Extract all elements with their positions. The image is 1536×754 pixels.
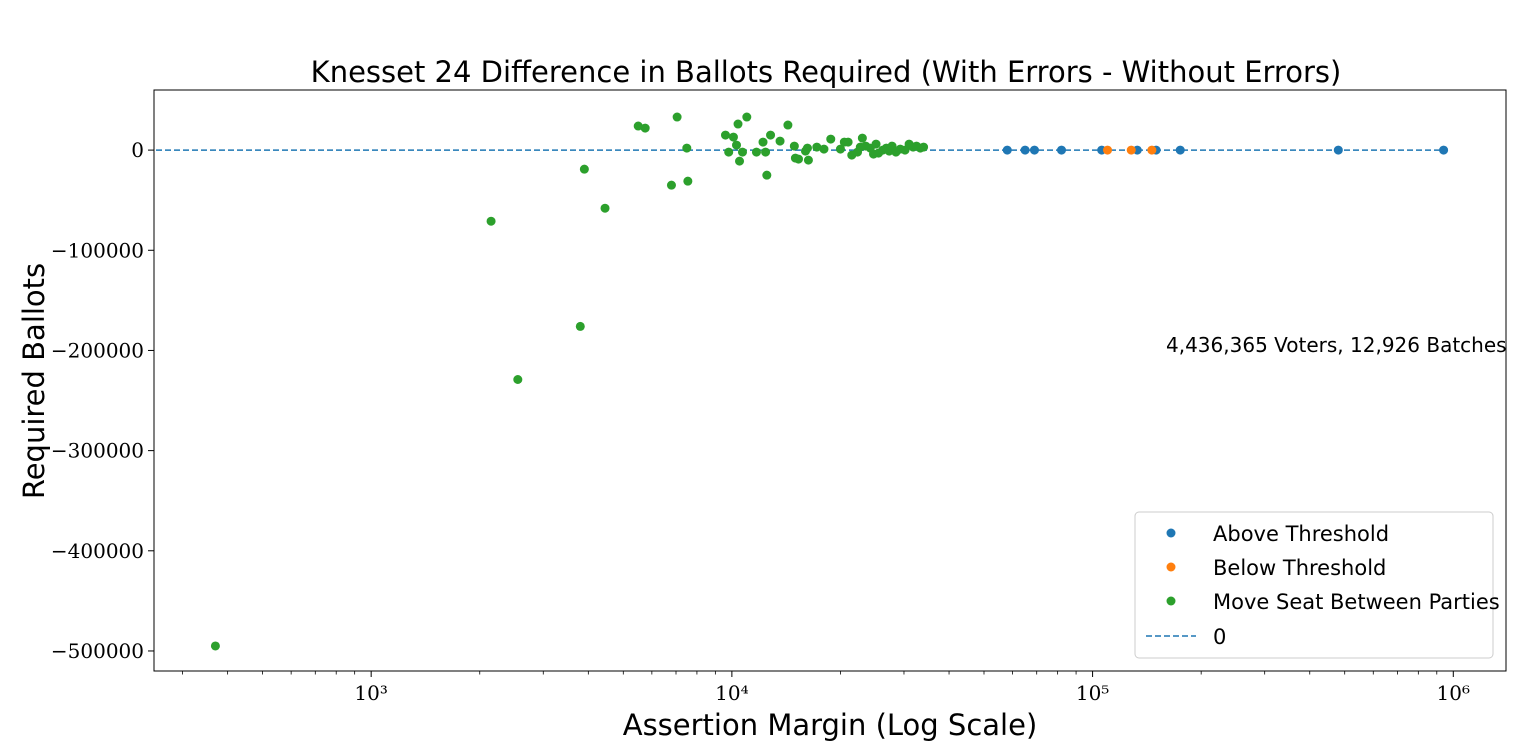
x-axis-label: Assertion Margin (Log Scale) bbox=[623, 708, 1038, 742]
point-above-threshold bbox=[1029, 145, 1039, 155]
point-move-seat-between-parties bbox=[766, 130, 776, 140]
legend-label-move-seat-between-parties: Move Seat Between Parties bbox=[1213, 590, 1500, 614]
point-move-seat-between-parties bbox=[871, 139, 881, 149]
x-tick-label: 10⁵ bbox=[1076, 681, 1109, 705]
point-move-seat-between-parties bbox=[600, 203, 610, 213]
point-move-seat-between-parties bbox=[857, 133, 867, 143]
legend-marker-above-threshold bbox=[1166, 528, 1176, 538]
x-tick-label: 10⁶ bbox=[1437, 681, 1470, 705]
legend-box bbox=[1134, 511, 1494, 659]
point-move-seat-between-parties bbox=[737, 147, 747, 157]
legend-marker-move-seat-between-parties bbox=[1166, 596, 1176, 606]
plot-frame bbox=[153, 89, 1507, 672]
point-move-seat-between-parties bbox=[919, 142, 929, 152]
point-move-seat-between-parties bbox=[728, 132, 738, 142]
y-tick-label: −400000 bbox=[51, 539, 144, 563]
point-move-seat-between-parties bbox=[210, 641, 220, 651]
point-move-seat-between-parties bbox=[666, 180, 676, 190]
point-move-seat-between-parties bbox=[579, 164, 589, 174]
legend-label-zero-line: 0 bbox=[1213, 625, 1226, 649]
point-move-seat-between-parties bbox=[735, 156, 745, 166]
point-above-threshold bbox=[1020, 145, 1030, 155]
point-above-threshold bbox=[1002, 145, 1012, 155]
point-move-seat-between-parties bbox=[803, 155, 813, 165]
point-below-threshold bbox=[1103, 145, 1113, 155]
point-above-threshold bbox=[1056, 145, 1066, 155]
x-tick-label: 10⁴ bbox=[715, 681, 748, 705]
point-move-seat-between-parties bbox=[486, 216, 496, 226]
point-move-seat-between-parties bbox=[761, 147, 771, 157]
point-above-threshold bbox=[1439, 145, 1449, 155]
point-move-seat-between-parties bbox=[683, 176, 693, 186]
point-move-seat-between-parties bbox=[751, 147, 761, 157]
legend-marker-below-threshold bbox=[1166, 562, 1176, 572]
voters-batches-annotation: 4,436,365 Voters, 12,926 Batches bbox=[1166, 333, 1507, 357]
point-move-seat-between-parties bbox=[742, 112, 752, 122]
point-below-threshold bbox=[1126, 145, 1136, 155]
point-move-seat-between-parties bbox=[793, 154, 803, 164]
point-move-seat-between-parties bbox=[826, 134, 836, 144]
point-move-seat-between-parties bbox=[762, 170, 772, 180]
point-move-seat-between-parties bbox=[732, 140, 742, 150]
point-move-seat-between-parties bbox=[835, 144, 845, 154]
point-move-seat-between-parties bbox=[819, 144, 829, 154]
legend-label-below-threshold: Below Threshold bbox=[1213, 556, 1386, 580]
point-below-threshold bbox=[1147, 145, 1157, 155]
point-move-seat-between-parties bbox=[758, 137, 768, 147]
point-move-seat-between-parties bbox=[724, 147, 734, 157]
point-move-seat-between-parties bbox=[843, 137, 853, 147]
point-move-seat-between-parties bbox=[783, 120, 793, 130]
point-move-seat-between-parties bbox=[775, 136, 785, 146]
point-move-seat-between-parties bbox=[802, 143, 812, 153]
point-move-seat-between-parties bbox=[672, 112, 682, 122]
point-move-seat-between-parties bbox=[733, 119, 743, 129]
point-above-threshold bbox=[1333, 145, 1343, 155]
y-tick-label: −500000 bbox=[51, 639, 144, 663]
point-move-seat-between-parties bbox=[682, 143, 692, 153]
point-move-seat-between-parties bbox=[633, 121, 643, 131]
chart-title: Knesset 24 Difference in Ballots Require… bbox=[311, 55, 1342, 89]
legend: Above Threshold Below Threshold Move Seat … bbox=[1134, 511, 1500, 659]
y-tick-label: −100000 bbox=[51, 238, 144, 262]
x-tick-label: 10³ bbox=[354, 681, 387, 705]
point-move-seat-between-parties bbox=[575, 321, 585, 331]
point-move-seat-between-parties bbox=[513, 374, 523, 384]
y-axis-label: Required Ballots bbox=[17, 263, 51, 499]
plot-area bbox=[156, 112, 1449, 651]
point-above-threshold bbox=[1175, 145, 1185, 155]
point-move-seat-between-parties bbox=[720, 130, 730, 140]
y-tick-label: −300000 bbox=[51, 439, 144, 463]
legend-label-above-threshold: Above Threshold bbox=[1213, 522, 1389, 546]
y-tick-label: −200000 bbox=[51, 338, 144, 362]
point-move-seat-between-parties bbox=[789, 141, 799, 151]
point-move-seat-between-parties bbox=[640, 123, 650, 133]
y-tick-label: 0 bbox=[131, 138, 144, 162]
point-move-seat-between-parties bbox=[812, 142, 822, 152]
